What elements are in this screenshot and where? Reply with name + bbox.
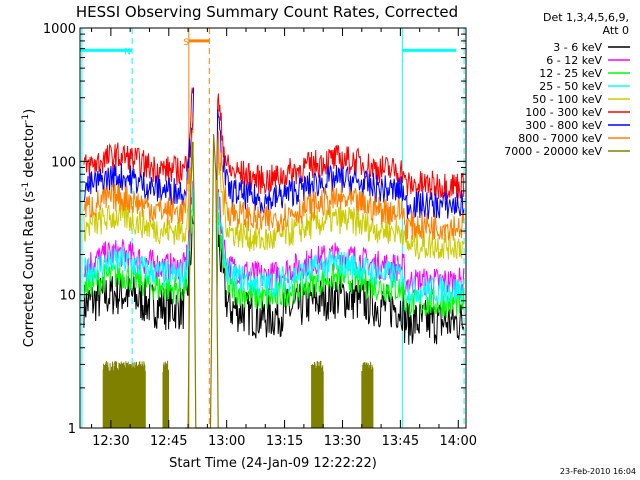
series-0-pre [83, 216, 195, 331]
series-8-flare [185, 134, 219, 429]
y-tick-label-2: 100 [51, 155, 76, 170]
series-6-post [216, 109, 465, 220]
series-5 [83, 87, 465, 201]
legend-label-1: 6 - 12 keV [546, 54, 602, 67]
y-tick-label-3: 1000 [43, 22, 76, 37]
date-stamp: 23-Feb-2010 16:04 [560, 467, 636, 476]
legend-label-5: 100 - 300 keV [525, 106, 602, 119]
top-bar-label-1: S [183, 38, 189, 48]
legend-label-0: 3 - 6 keV [553, 41, 602, 54]
x-tick-label-0: 12:30 [92, 434, 129, 449]
legend-label-2: 12 - 25 keV [539, 67, 602, 80]
y-axis-label: Corrected Count Rate (s-1 detector-1) [21, 109, 37, 347]
x-tick-label-6: 14:00 [440, 434, 477, 449]
series-0-post [216, 222, 465, 345]
series-8-spikes-3 [361, 361, 374, 428]
saa-bars: NS [80, 38, 457, 57]
legend-header-2: Att 0 [603, 24, 629, 37]
series-3 [83, 181, 465, 306]
series-8-spikes-0 [102, 360, 146, 428]
legend-label-4: 50 - 100 keV [532, 93, 602, 106]
y-axis-label-mid: detector [22, 122, 37, 182]
series-4-post [216, 142, 465, 261]
series-7-post [216, 131, 465, 241]
series-4 [83, 141, 465, 261]
x-tick-label-4: 13:30 [324, 434, 361, 449]
series-1-post [216, 189, 465, 297]
legend-label-7: 800 - 7000 keV [518, 132, 602, 145]
x-tick-label-2: 13:00 [208, 434, 245, 449]
series-3-pre [83, 181, 195, 288]
series-8 [102, 134, 374, 429]
series-0 [83, 216, 465, 345]
y-tick-label-0: 1 [68, 422, 76, 437]
x-tick-label-3: 13:15 [266, 434, 303, 449]
x-tick-label-1: 12:45 [150, 434, 187, 449]
legend-label-6: 300 - 800 keV [525, 119, 602, 132]
series-5-post [216, 93, 465, 201]
y-axis-label-end: ) [22, 109, 37, 114]
legend-label-3: 25 - 50 keV [539, 80, 602, 93]
series-7 [83, 112, 465, 241]
y-axis-label-sup2: -1 [21, 114, 31, 123]
x-tick-label-5: 13:45 [382, 434, 419, 449]
y-axis-label-main: Corrected Count Rate (s [22, 191, 37, 348]
series-3-post [216, 192, 465, 306]
series-2-post [216, 212, 465, 318]
series-2-pre [83, 191, 195, 304]
x-axis-label: Start Time (24-Jan-09 12:22:22) [169, 456, 377, 471]
series-6 [83, 87, 465, 220]
plot-area [81, 28, 465, 429]
x-axis: 12:30 12:45 13:00 13:15 13:30 13:45 14:00 [91, 28, 477, 449]
y-axis: 1 10 100 1000 [43, 22, 466, 437]
plot-frame [79, 27, 467, 429]
series-6-pre [83, 87, 195, 206]
y-tick-label-1: 10 [59, 289, 76, 304]
series-7-pre [83, 112, 195, 226]
legend-label-8: 7000 - 20000 keV [504, 145, 602, 158]
legend-header-1: Det 1,3,4,5,6,9, [543, 11, 629, 24]
chart-title: HESSI Observing Summary Count Rates, Cor… [76, 3, 458, 21]
series-2 [83, 191, 465, 318]
series-8-spikes-2 [311, 360, 324, 428]
series-5-pre [83, 87, 195, 186]
top-bar-label-0: N [124, 47, 131, 57]
series-4-pre [83, 141, 195, 245]
y-axis-label-sup1: -1 [21, 182, 31, 191]
series-8-spikes-1 [162, 360, 169, 428]
